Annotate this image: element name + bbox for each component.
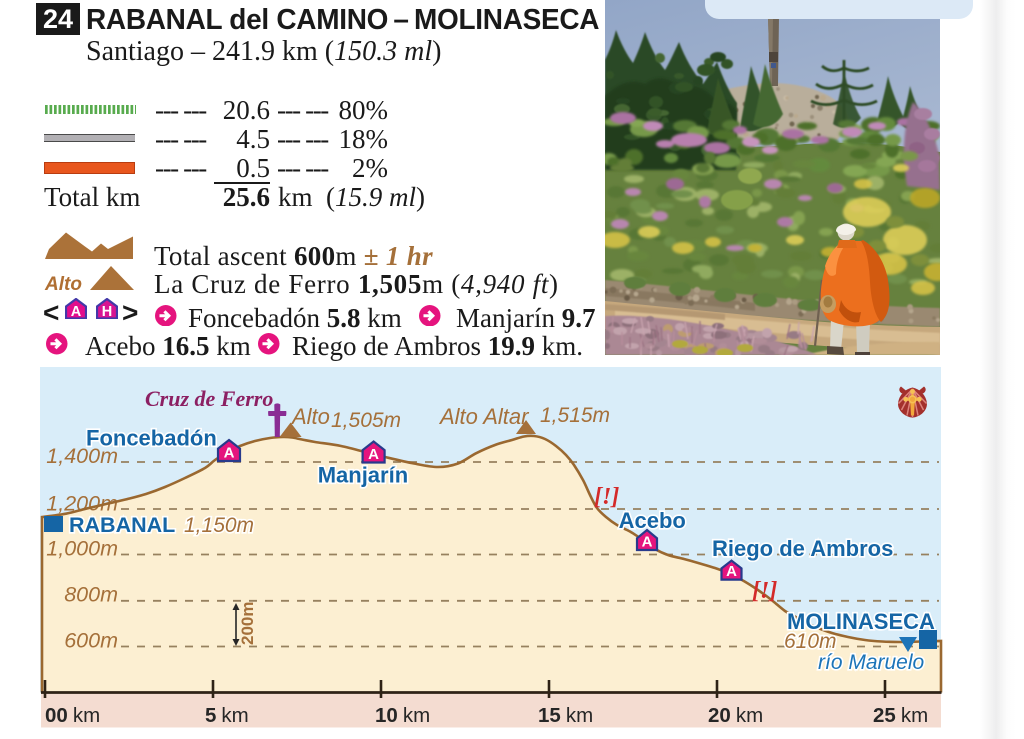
- svg-text:1,000m: 1,000m: [46, 537, 118, 561]
- svg-text:Cruz de Ferro: Cruz de Ferro: [145, 386, 273, 411]
- svg-text:Riego de Ambros: Riego de Ambros: [712, 536, 893, 561]
- svg-text:A: A: [368, 446, 379, 463]
- svg-text:610m: 610m: [784, 630, 837, 653]
- svg-text:600m: 600m: [64, 629, 118, 653]
- svg-text:5km: 5 km: [205, 704, 249, 727]
- svg-text:1,150m: 1,150m: [184, 514, 254, 537]
- svg-text:A: A: [70, 304, 81, 320]
- svg-text:río Maruelo: río Maruelo: [818, 651, 925, 674]
- svg-text:1,515m: 1,515m: [540, 404, 610, 427]
- svg-text:A: A: [726, 563, 737, 580]
- svg-text:A: A: [224, 445, 235, 462]
- svg-text:800m: 800m: [64, 583, 118, 607]
- svg-text:Foncebadón: Foncebadón: [86, 426, 217, 451]
- svg-text:RABANAL: RABANAL: [69, 513, 175, 537]
- svg-text:Acebo: Acebo: [619, 508, 686, 533]
- svg-text:1,400m: 1,400m: [46, 444, 118, 468]
- svg-text:[!]: [!]: [752, 578, 777, 604]
- svg-text:H: H: [102, 304, 112, 320]
- svg-text:Manjarín: Manjarín: [318, 463, 408, 488]
- svg-text:[!]: [!]: [594, 484, 619, 510]
- svg-text:Alto Altar: Alto Altar: [438, 404, 530, 429]
- svg-text:MOLINASECA: MOLINASECA: [787, 609, 935, 634]
- svg-text:Alto: Alto: [290, 404, 330, 429]
- svg-text:1,505m: 1,505m: [331, 409, 401, 432]
- svg-text:200m: 200m: [238, 602, 257, 645]
- svg-text:A: A: [642, 534, 653, 551]
